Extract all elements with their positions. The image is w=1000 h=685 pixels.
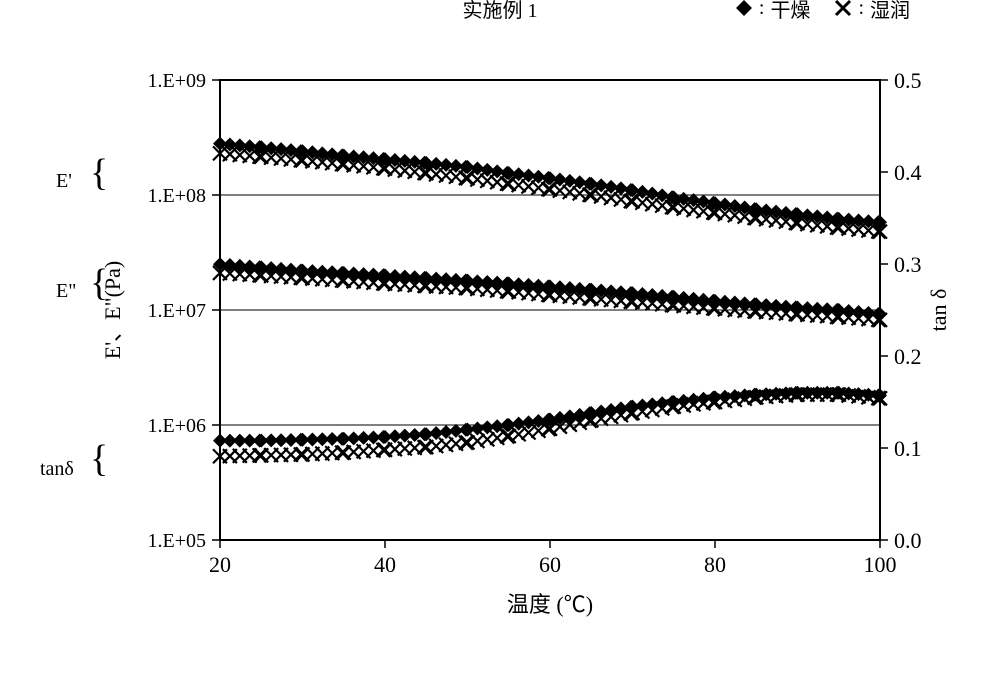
svg-text:温度 (℃): 温度 (℃) [507, 592, 593, 617]
svg-text:0.1: 0.1 [894, 436, 922, 461]
svg-text:0.4: 0.4 [894, 160, 922, 185]
svg-text:40: 40 [374, 552, 396, 577]
svg-text:20: 20 [209, 552, 231, 577]
chart-container: 1.E+05 1.E+06 1.E+07 1.E+08 1.E+09 0.0 0.1 0.2 0… [40, 60, 960, 660]
legend: :干燥 :湿润 [735, 0, 910, 23]
chart-svg: 1.E+05 1.E+06 1.E+07 1.E+08 1.E+09 0.0 0.1 0.2 0… [40, 60, 960, 660]
svg-text:1.E+06: 1.E+06 [148, 415, 207, 437]
svg-text:tan δ: tan δ [926, 289, 951, 332]
svg-text:1.E+05: 1.E+05 [148, 530, 207, 552]
legend-dry-label: 干燥 [770, 0, 810, 23]
svg-text:0.3: 0.3 [894, 252, 922, 277]
svg-text:1.E+09: 1.E+09 [148, 70, 207, 92]
legend-dry: :干燥 [735, 0, 811, 23]
brace-e-prime: { [90, 154, 108, 192]
svg-text:0.5: 0.5 [894, 68, 922, 93]
brace-tandelta: { [90, 440, 108, 478]
svg-text:60: 60 [539, 552, 561, 577]
svg-text:100: 100 [864, 552, 897, 577]
svg-text:1.E+07: 1.E+07 [148, 300, 207, 322]
chart-title: 实施例 1 [463, 0, 538, 23]
svg-text:0.2: 0.2 [894, 344, 922, 369]
legend-wet-label: 湿润 [870, 0, 910, 23]
svg-text:80: 80 [704, 552, 726, 577]
x-icon [834, 0, 852, 17]
legend-wet: :湿润 [834, 0, 910, 23]
svg-text:1.E+08: 1.E+08 [148, 185, 207, 207]
svg-text:0.0: 0.0 [894, 528, 922, 553]
annot-tandelta: tanδ [40, 458, 74, 481]
annot-e-dprime: E" [56, 280, 76, 303]
annot-e-prime: E' [56, 170, 72, 193]
brace-e-dprime: { [90, 264, 108, 302]
diamond-icon [735, 0, 753, 17]
